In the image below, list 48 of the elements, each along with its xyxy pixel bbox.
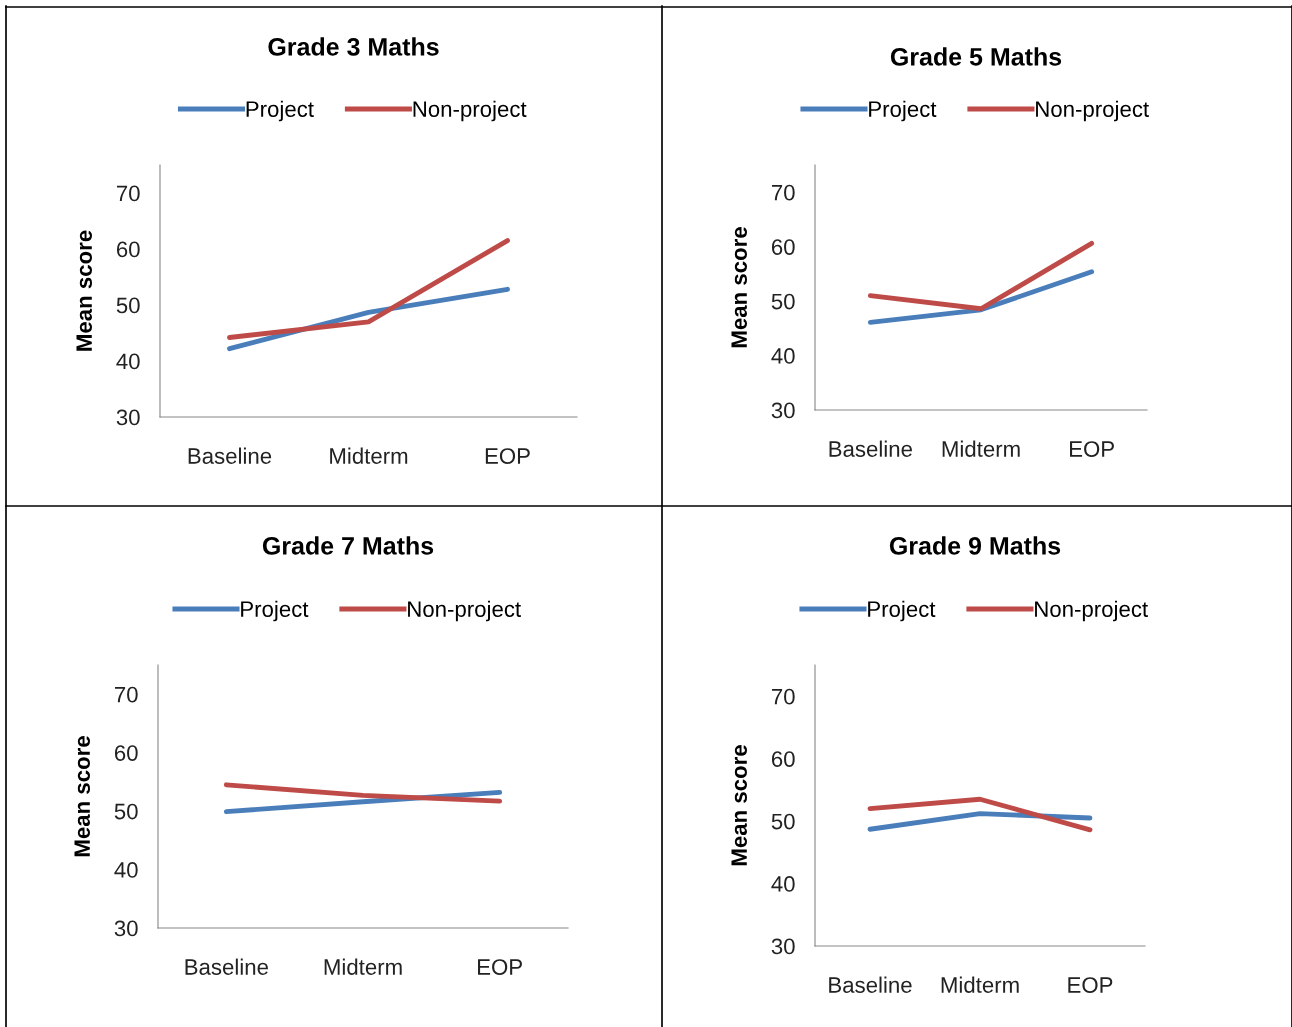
chart-title: Grade 7 Maths [262, 536, 434, 555]
chart-title: Grade 9 Maths [889, 536, 1061, 555]
chart-title: Grade 5 Maths [890, 47, 1062, 66]
chart-title: Grade 3 Maths [268, 37, 439, 56]
y-tick-label: 70 [114, 686, 138, 703]
y-tick-label: 30 [114, 920, 138, 937]
y-tick-label: 30 [771, 938, 795, 955]
y-tick-label: 30 [771, 402, 795, 419]
x-tick-label: EOP [485, 448, 530, 464]
legend-label: Project [868, 600, 936, 622]
y-tick-label: 50 [771, 293, 795, 310]
x-tick-label: EOP [478, 959, 522, 975]
x-tick-label: Baseline [185, 958, 268, 975]
legend-label: Project [241, 600, 309, 622]
x-tick-label: EOP [1068, 977, 1113, 993]
y-axis-title: Mean score [74, 736, 90, 857]
x-tick-label: Midterm [324, 958, 402, 975]
x-tick-label: EOP [1070, 441, 1114, 457]
y-axis-title: Mean score [731, 745, 747, 866]
y-tick-label: 70 [771, 184, 795, 201]
x-tick-label: Midterm [941, 976, 1019, 993]
y-axis-title: Mean score [731, 227, 747, 348]
y-tick-label: 70 [116, 185, 140, 202]
legend-label: Project [246, 100, 314, 122]
x-tick-label: Baseline [829, 976, 912, 993]
y-tick-label: 40 [114, 862, 138, 878]
x-tick-label: Baseline [829, 440, 912, 457]
y-tick-label: 50 [114, 803, 138, 820]
y-tick-label: 60 [114, 745, 138, 761]
y-tick-label: 40 [771, 348, 795, 364]
y-tick-label: 50 [771, 813, 795, 830]
y-tick-label: 70 [771, 688, 795, 705]
x-tick-label: Baseline [188, 447, 272, 464]
x-tick-label: Midterm [942, 440, 1020, 457]
y-tick-label: 60 [771, 751, 795, 767]
legend-label: Non-project [408, 600, 521, 622]
y-tick-label: 60 [116, 241, 140, 258]
y-tick-label: 30 [116, 409, 140, 426]
y-tick-label: 50 [116, 297, 140, 314]
legend-label: Project [869, 100, 937, 122]
legend-label: Non-project [1036, 100, 1149, 122]
y-axis-title: Mean score [76, 230, 92, 351]
legend-label: Non-project [413, 100, 527, 122]
legend-label: Non-project [1035, 600, 1148, 622]
x-tick-label: Midterm [330, 447, 408, 464]
y-tick-label: 40 [771, 876, 795, 892]
y-tick-label: 60 [771, 239, 795, 255]
y-tick-label: 40 [116, 353, 140, 370]
